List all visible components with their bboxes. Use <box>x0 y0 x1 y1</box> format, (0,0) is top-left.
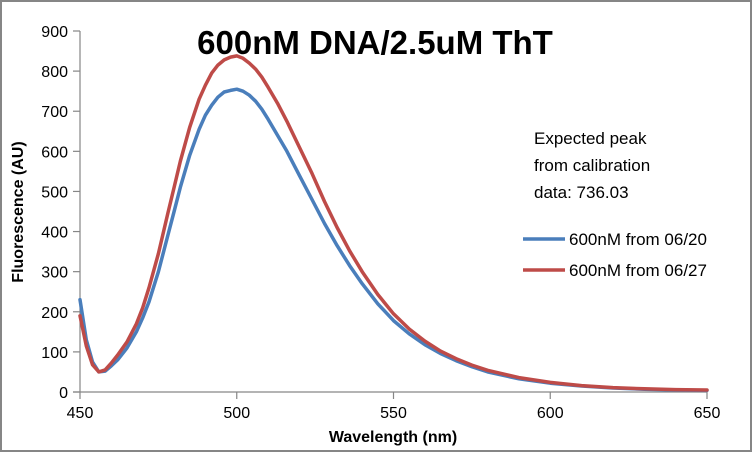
x-tick-label: 550 <box>380 405 407 422</box>
y-tick-label: 0 <box>59 385 68 402</box>
legend-label-1: 600nM from 06/20 <box>569 230 707 249</box>
y-tick-label: 100 <box>41 345 68 362</box>
y-tick-label: 300 <box>41 265 68 282</box>
x-axis-title: Wavelength (nm) <box>329 429 457 446</box>
y-tick-label: 400 <box>41 225 68 242</box>
legend-label-2: 600nM from 06/27 <box>569 261 707 280</box>
x-tick-label: 650 <box>694 405 721 422</box>
x-tick-label: 450 <box>67 405 94 422</box>
annotation-line: data: 736.03 <box>534 183 629 202</box>
axes: 0 100 200 300 400 500 600 700 800 900 450 500 550 600… <box>41 24 720 422</box>
y-axis-title: Fluorescence (AU) <box>10 141 27 282</box>
series-group <box>78 54 709 393</box>
x-tick-label: 500 <box>223 405 250 422</box>
y-tick-label: 500 <box>41 184 68 201</box>
y-tick-label: 200 <box>41 305 68 322</box>
legend: 600nM from 06/20 600nM from 06/27 <box>523 230 707 280</box>
chart-title: 600nM DNA/2.5uM ThT <box>197 24 553 61</box>
series-line-2 <box>78 54 709 392</box>
x-tick-label: 600 <box>537 405 564 422</box>
annotation-line: from calibration <box>534 156 650 175</box>
y-tick-label: 700 <box>41 104 68 121</box>
annotation-line: Expected peak <box>534 129 647 148</box>
annotation-box: Expected peak from calibration data: 736.0… <box>534 129 650 202</box>
y-tick-label: 800 <box>41 64 68 81</box>
y-tick-label: 600 <box>41 144 68 161</box>
y-tick-label: 900 <box>41 24 68 41</box>
